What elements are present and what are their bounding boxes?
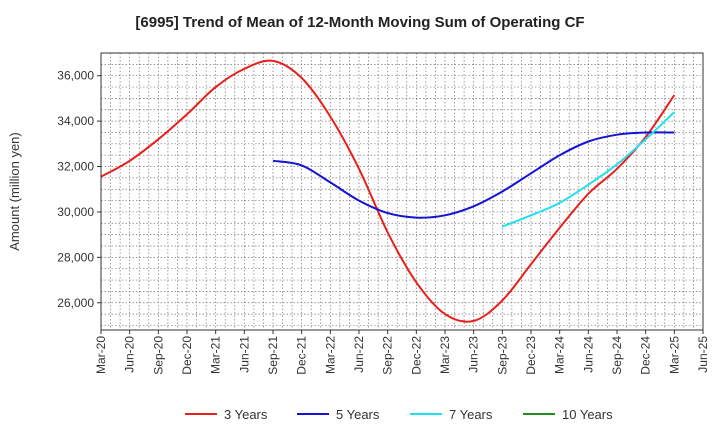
legend-label: 3 Years <box>224 407 268 422</box>
x-tick-label: Sep-21 <box>266 336 280 375</box>
x-tick-label: Sep-20 <box>151 336 165 375</box>
legend-label: 10 Years <box>562 407 613 422</box>
y-tick-label: 26,000 <box>57 296 94 310</box>
x-tick-label: Mar-24 <box>553 336 567 374</box>
chart-title: [6995] Trend of Mean of 12-Month Moving … <box>135 14 585 31</box>
x-tick-label: Sep-23 <box>495 336 509 375</box>
x-tick-label: Mar-21 <box>209 336 223 374</box>
x-tick-label: Jun-22 <box>352 336 366 373</box>
x-tick-label: Mar-20 <box>94 336 108 374</box>
y-tick-label: 36,000 <box>57 69 94 83</box>
x-tick-label: Dec-20 <box>180 336 194 375</box>
series-line-3-years <box>100 59 676 323</box>
x-tick-label: Dec-21 <box>295 336 309 375</box>
y-tick-label: 32,000 <box>57 160 94 174</box>
x-tick-label: Sep-24 <box>610 336 624 375</box>
x-tick-label: Mar-22 <box>323 336 337 374</box>
x-tick-label: Dec-24 <box>639 336 653 375</box>
x-tick-label: Mar-23 <box>438 336 452 374</box>
y-tick-label: 28,000 <box>57 250 94 264</box>
plot-background <box>101 53 703 330</box>
x-tick-label: Dec-22 <box>409 336 423 375</box>
legend-label: 5 Years <box>336 407 380 422</box>
y-axis-label: Amount (million yen) <box>7 132 22 251</box>
series-lines <box>100 59 676 323</box>
legend-label: 7 Years <box>449 407 493 422</box>
x-tick-label: Jun-24 <box>581 336 595 373</box>
series-line-5-years <box>272 131 675 219</box>
x-tick-label: Jun-20 <box>123 336 137 373</box>
y-tick-label: 30,000 <box>57 205 94 219</box>
plot-frame <box>100 52 704 331</box>
y-tick-label: 34,000 <box>57 114 94 128</box>
x-tick-label: Sep-22 <box>381 336 395 375</box>
x-tick-label: Dec-23 <box>524 336 538 375</box>
x-tick-label: Jun-21 <box>237 336 251 373</box>
series-line-7-years <box>501 111 675 228</box>
x-tick-label: Mar-25 <box>667 336 681 374</box>
plot-area <box>101 53 703 330</box>
x-tick-label: Jun-25 <box>696 336 710 373</box>
axes: 26,000 28,000 30,000 32,000 34,000 36,000 Mar-… <box>7 52 710 375</box>
legend: 3 Years 5 Years 7 Years 10 Years <box>185 407 613 422</box>
x-tick-label: Jun-23 <box>467 336 481 373</box>
